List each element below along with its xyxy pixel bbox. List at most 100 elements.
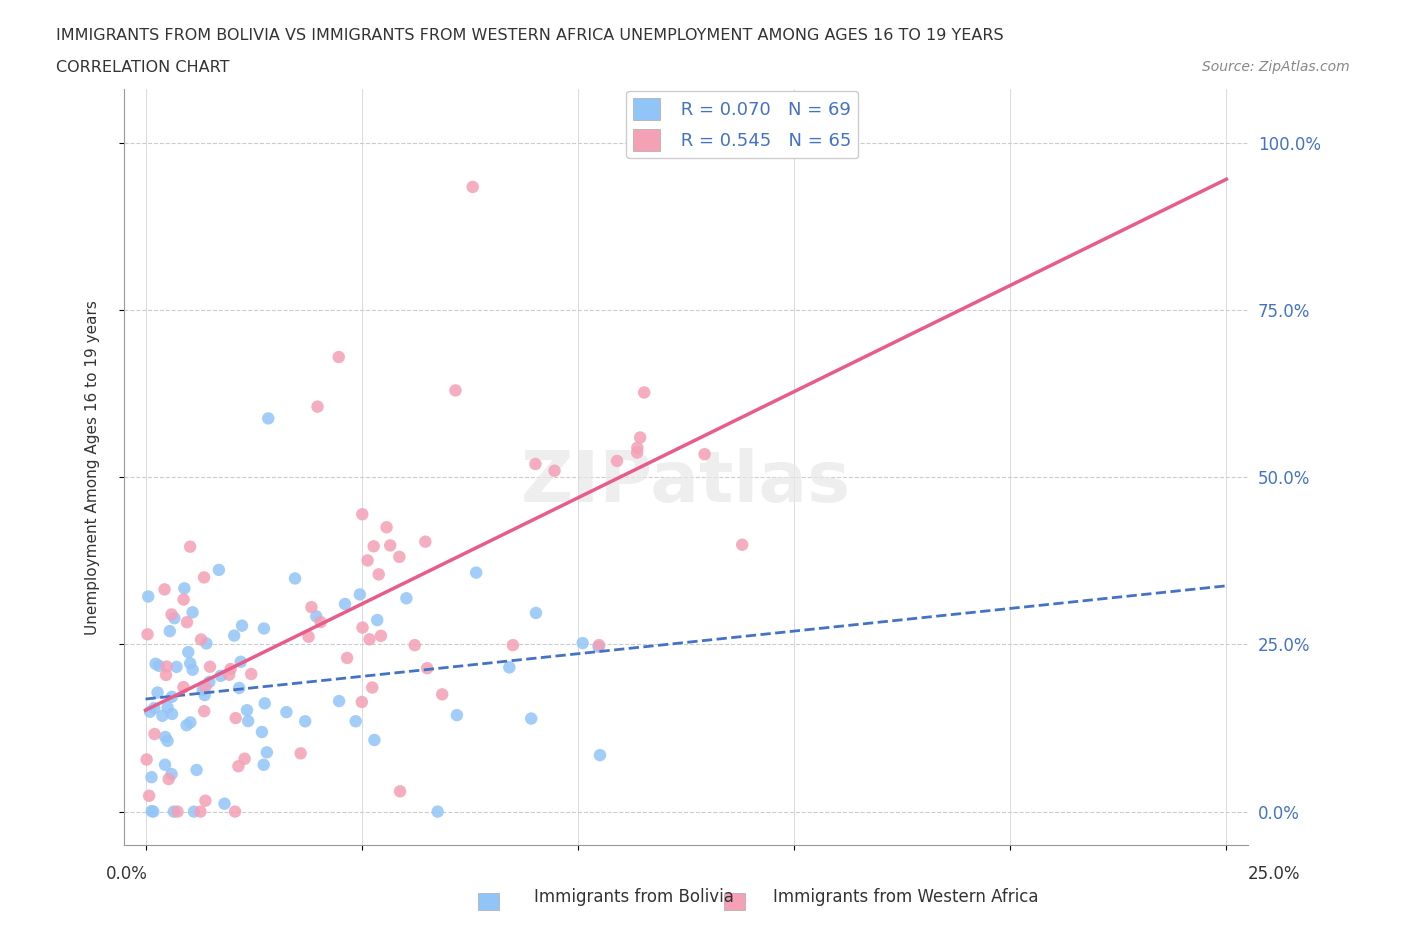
- Point: [209, 669, 232, 684]
- Point: [352, 507, 374, 522]
- Point: [179, 715, 201, 730]
- Point: [588, 639, 610, 654]
- Point: [177, 644, 200, 659]
- Point: [160, 689, 183, 704]
- Point: [350, 695, 373, 710]
- Text: Immigrants from Bolivia: Immigrants from Bolivia: [534, 888, 734, 906]
- Point: [143, 700, 166, 715]
- Text: Source: ZipAtlas.com: Source: ZipAtlas.com: [1202, 60, 1350, 74]
- Point: [136, 589, 159, 604]
- Text: 25.0%: 25.0%: [1249, 865, 1301, 883]
- Point: [336, 650, 359, 665]
- Point: [465, 565, 488, 580]
- Point: [284, 571, 307, 586]
- Point: [571, 636, 593, 651]
- Text: IMMIGRANTS FROM BOLIVIA VS IMMIGRANTS FROM WESTERN AFRICA UNEMPLOYMENT AMONG AGE: IMMIGRANTS FROM BOLIVIA VS IMMIGRANTS FR…: [56, 28, 1004, 43]
- Point: [461, 179, 484, 194]
- Point: [198, 674, 221, 689]
- Point: [136, 627, 159, 642]
- Point: [236, 703, 259, 718]
- Point: [693, 446, 716, 461]
- Point: [359, 631, 381, 646]
- Point: [173, 592, 195, 607]
- Point: [253, 621, 276, 636]
- Point: [173, 581, 195, 596]
- Point: [160, 766, 183, 781]
- Point: [218, 668, 240, 683]
- Point: [344, 714, 367, 729]
- Point: [148, 658, 170, 673]
- Point: [160, 707, 183, 722]
- Point: [543, 463, 565, 478]
- Point: [193, 570, 215, 585]
- Legend:  R = 0.070   N = 69,  R = 0.545   N = 65: R = 0.070 N = 69, R = 0.545 N = 65: [626, 91, 858, 158]
- Point: [152, 709, 174, 724]
- Point: [256, 745, 278, 760]
- Point: [236, 713, 259, 728]
- Point: [404, 638, 426, 653]
- Point: [233, 751, 256, 766]
- Point: [309, 615, 332, 630]
- Point: [502, 638, 524, 653]
- Y-axis label: Unemployment Among Ages 16 to 19 years: Unemployment Among Ages 16 to 19 years: [86, 299, 100, 634]
- Point: [156, 734, 179, 749]
- Text: Immigrants from Western Africa: Immigrants from Western Africa: [773, 888, 1039, 906]
- Point: [524, 605, 547, 620]
- Point: [135, 752, 157, 767]
- Point: [186, 763, 208, 777]
- Point: [253, 696, 276, 711]
- Point: [179, 656, 201, 671]
- Point: [294, 714, 316, 729]
- Point: [155, 729, 177, 744]
- Point: [219, 661, 242, 676]
- Point: [156, 700, 179, 715]
- Point: [257, 411, 280, 426]
- Point: [214, 796, 236, 811]
- Point: [444, 383, 467, 398]
- Point: [190, 632, 212, 647]
- Point: [145, 657, 167, 671]
- Point: [446, 708, 468, 723]
- Point: [224, 628, 246, 643]
- Point: [349, 587, 371, 602]
- Point: [163, 804, 186, 819]
- Point: [146, 685, 169, 700]
- Point: [166, 804, 188, 819]
- Point: [415, 534, 437, 549]
- Point: [195, 636, 218, 651]
- Point: [380, 538, 402, 552]
- Point: [498, 660, 520, 675]
- Point: [229, 655, 252, 670]
- Point: [194, 793, 217, 808]
- Point: [191, 683, 214, 698]
- Point: [626, 440, 648, 455]
- Point: [375, 520, 398, 535]
- Point: [276, 705, 298, 720]
- Text: 0.0%: 0.0%: [105, 865, 148, 883]
- Point: [589, 748, 612, 763]
- Point: [176, 718, 198, 733]
- Point: [194, 679, 217, 694]
- Point: [228, 681, 250, 696]
- Point: [626, 445, 648, 460]
- Point: [141, 804, 163, 818]
- Point: [388, 550, 411, 565]
- Point: [628, 430, 651, 445]
- Point: [356, 553, 378, 568]
- Point: [157, 772, 180, 787]
- Point: [361, 680, 384, 695]
- Point: [297, 630, 319, 644]
- Point: [142, 804, 165, 819]
- Point: [181, 662, 204, 677]
- Point: [395, 591, 418, 605]
- Point: [307, 399, 329, 414]
- Point: [159, 624, 181, 639]
- Point: [160, 607, 183, 622]
- Point: [240, 667, 263, 682]
- Point: [141, 770, 163, 785]
- Point: [183, 804, 205, 819]
- Point: [138, 789, 160, 804]
- Point: [250, 724, 273, 739]
- Point: [305, 609, 328, 624]
- Point: [190, 804, 212, 819]
